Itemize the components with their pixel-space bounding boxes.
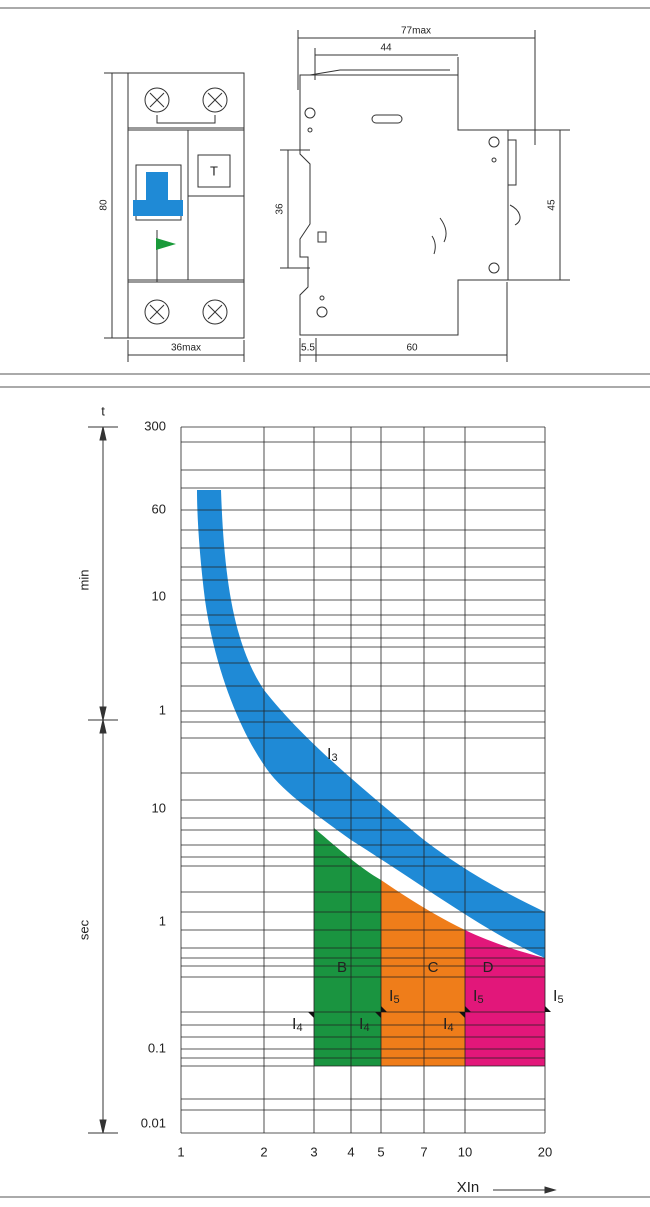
separators xyxy=(0,7,650,1198)
front-view xyxy=(127,72,245,339)
lower-limit-label: I4 xyxy=(443,1016,454,1034)
time-axis-label: t xyxy=(101,403,105,418)
x-title: XIn xyxy=(457,1179,480,1196)
x-tick-label: 10 xyxy=(458,1144,472,1159)
rear-depth-dim: 44 xyxy=(380,43,392,54)
y-tick-label: 1 xyxy=(159,702,166,717)
y-tick-label: 60 xyxy=(152,501,166,516)
x-tick-label: 7 xyxy=(420,1144,427,1159)
front-height-dim: 45 xyxy=(547,199,558,211)
limit-marker xyxy=(308,1012,314,1018)
x-tick-label: 1 xyxy=(177,1144,184,1159)
base-dim: 60 xyxy=(406,343,418,354)
x-tick-label: 3 xyxy=(310,1144,317,1159)
height-dim: 80 xyxy=(99,199,110,211)
limit-marker xyxy=(381,1006,387,1012)
zone-label: D xyxy=(483,959,494,976)
limit-marker xyxy=(375,1012,381,1018)
tripping-band xyxy=(197,490,545,958)
side-dimensions xyxy=(280,30,570,362)
zone xyxy=(314,828,381,1066)
time-axis xyxy=(88,426,557,1194)
upper-limit-label: I5 xyxy=(553,988,564,1006)
y-tick-label: 10 xyxy=(152,588,166,603)
second-label: sec xyxy=(76,919,91,940)
front-dimensions xyxy=(104,72,245,362)
lower-limit-label: I4 xyxy=(359,1016,370,1034)
handle-base xyxy=(133,200,183,216)
lower-limit-label: I4 xyxy=(292,1016,303,1034)
zone xyxy=(465,930,545,1066)
x-tick-label: 4 xyxy=(347,1144,354,1159)
y-tick-label: 0.1 xyxy=(148,1040,166,1055)
zone-label: B xyxy=(337,959,347,976)
y-tick-label: 300 xyxy=(144,418,166,433)
overall-depth-dim: 77max xyxy=(401,26,431,37)
width-dim: 36max xyxy=(171,343,201,354)
limit-marker xyxy=(465,1006,471,1012)
upper-limit-label: I5 xyxy=(473,988,484,1006)
offset-dim: 5.5 xyxy=(301,343,315,354)
side-view xyxy=(299,57,521,336)
clip-height-dim: 36 xyxy=(275,203,286,215)
handle xyxy=(146,172,168,202)
indicator xyxy=(156,238,176,250)
upper-limit-label: I5 xyxy=(389,988,400,1006)
test-button: T xyxy=(210,163,218,178)
x-tick-label: 20 xyxy=(538,1144,552,1159)
zone-label: C xyxy=(428,959,439,976)
band-label: I3 xyxy=(327,746,338,764)
limit-marker xyxy=(459,1012,465,1018)
x-tick-label: 5 xyxy=(377,1144,384,1159)
grid xyxy=(180,426,546,1134)
zone xyxy=(381,880,465,1066)
y-tick-label: 1 xyxy=(159,913,166,928)
y-tick-label: 0.01 xyxy=(141,1115,166,1130)
limit-marker xyxy=(545,1006,551,1012)
x-tick-label: 2 xyxy=(260,1144,267,1159)
minute-label: min xyxy=(76,570,91,591)
y-tick-label: 10 xyxy=(152,800,166,815)
